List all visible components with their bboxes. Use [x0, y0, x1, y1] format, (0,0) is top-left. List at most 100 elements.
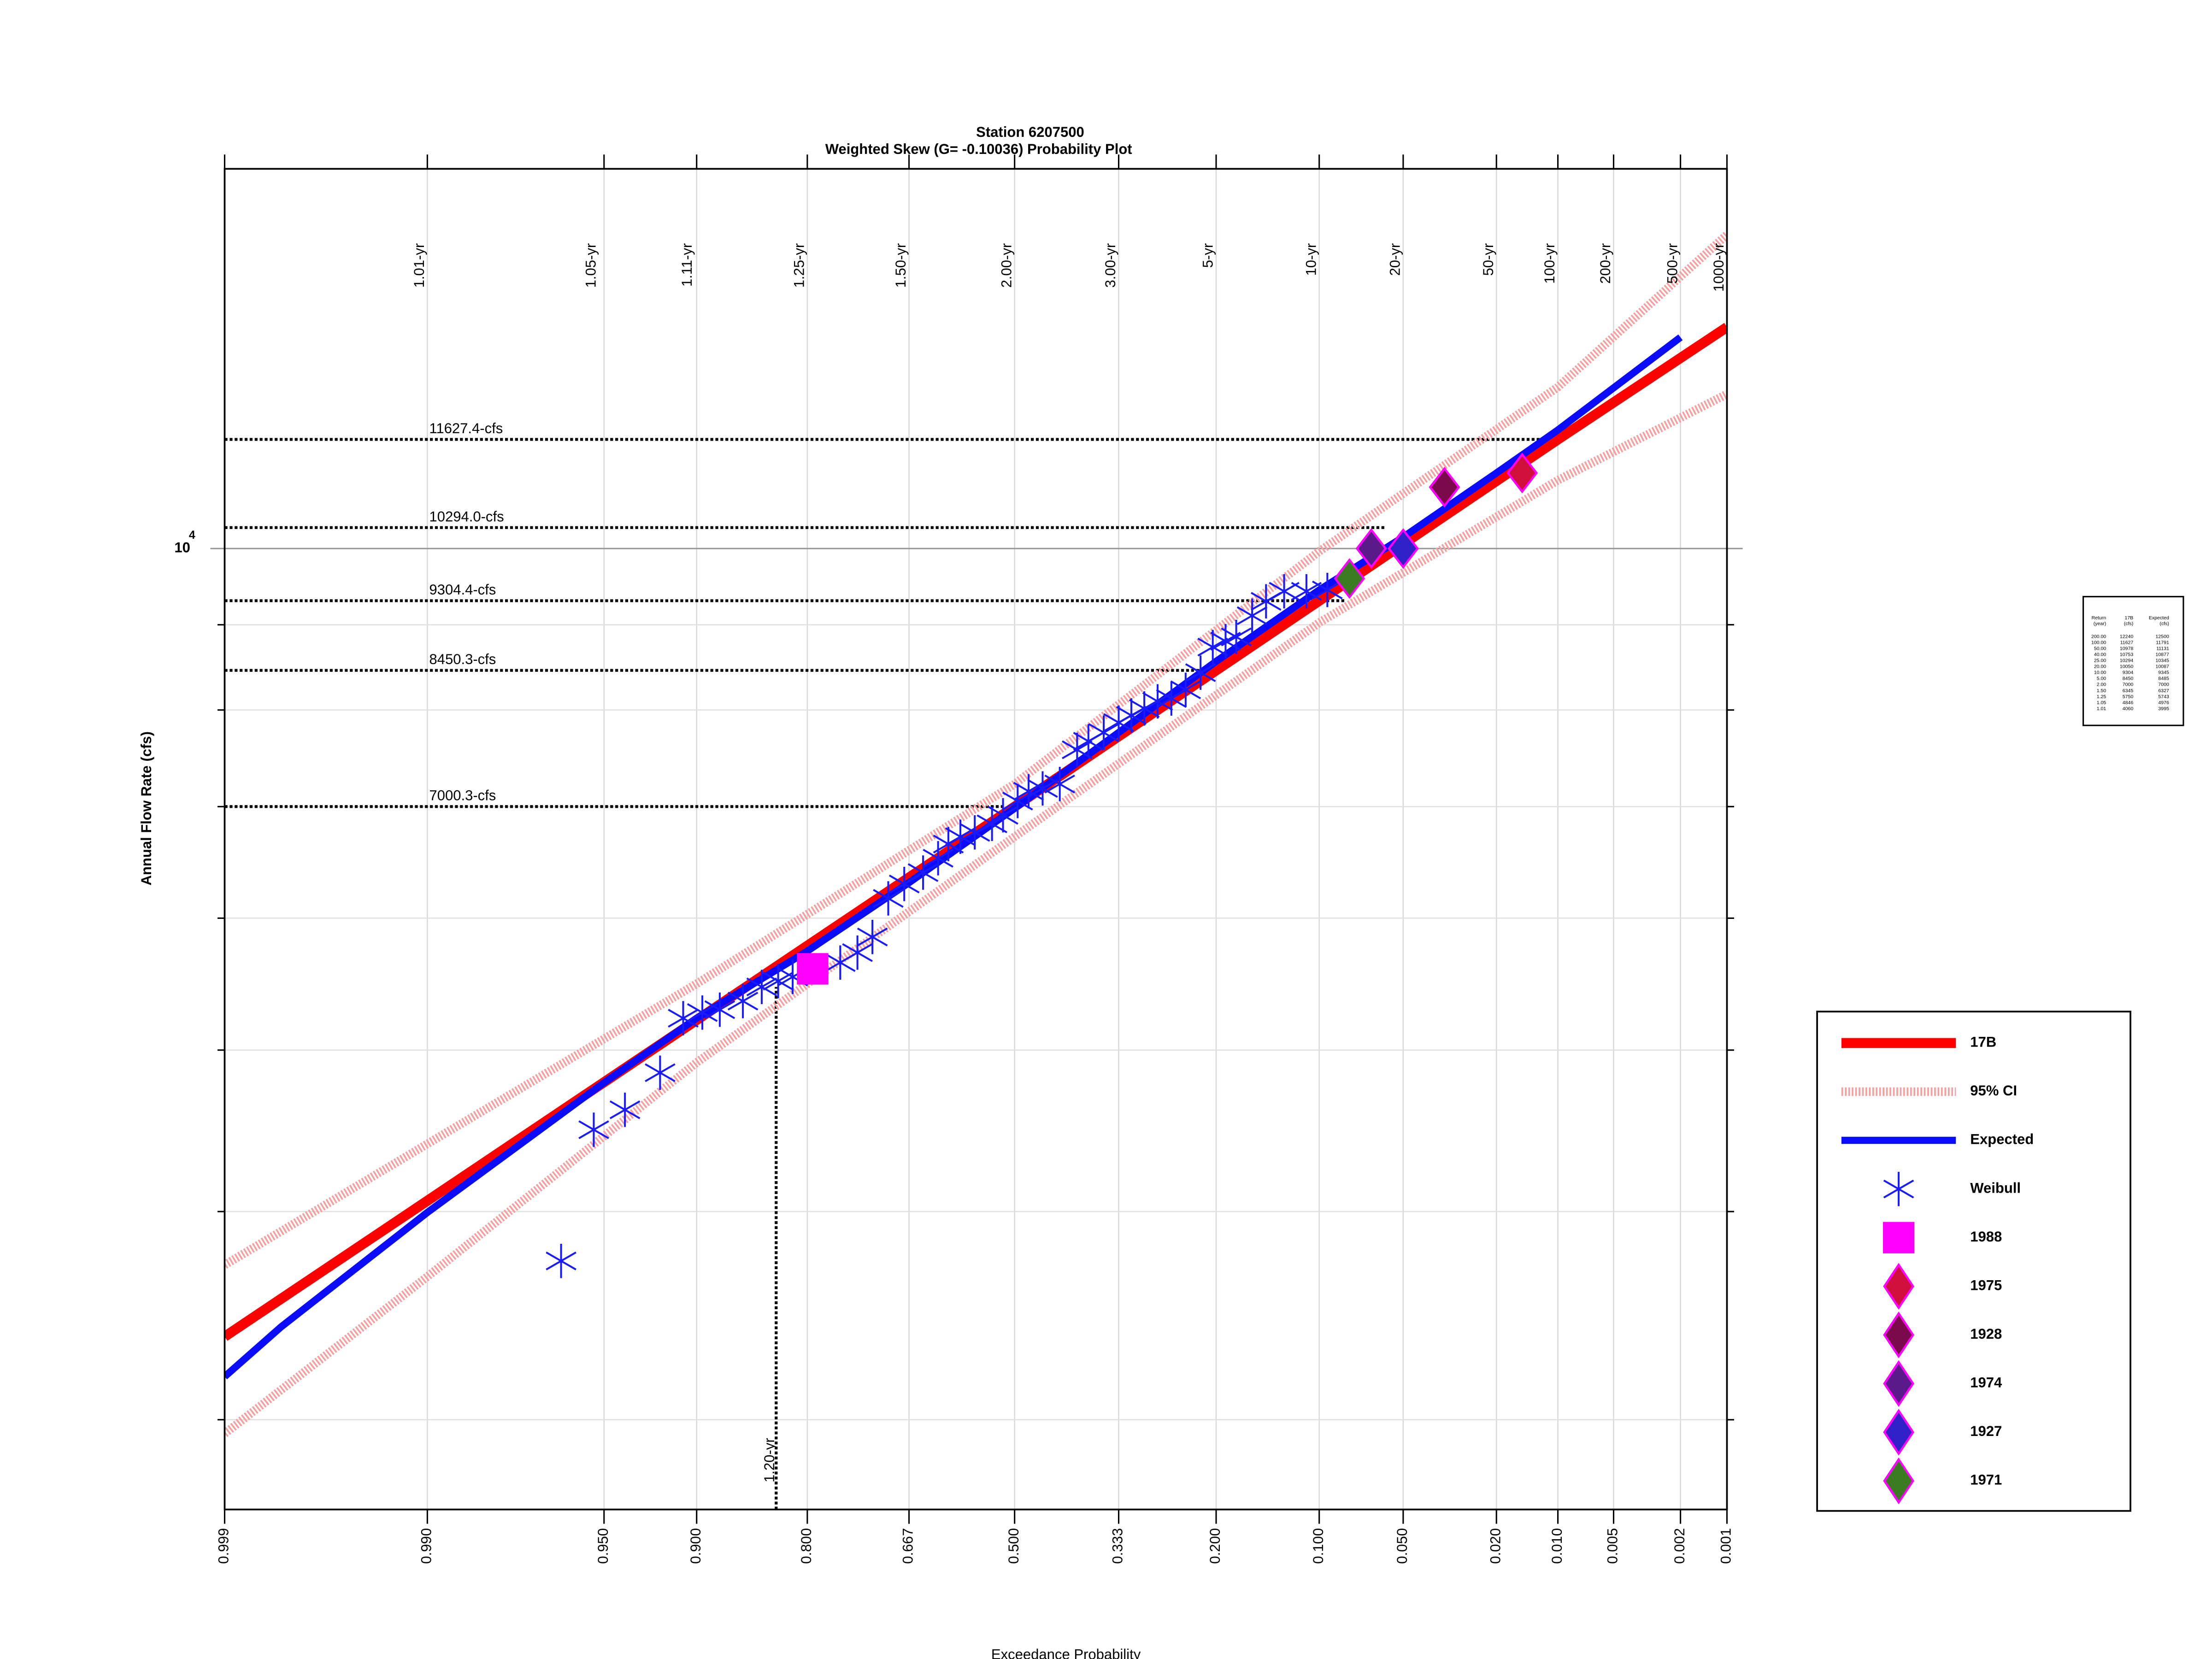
table-cell: 1.01 — [2097, 706, 2106, 712]
axes: 0.999 0.990 0.950 0.900 0.800 0.667 0.500 0.333… — [174, 154, 1735, 1564]
legend-label: 1974 — [1970, 1375, 2002, 1391]
weibull-point — [763, 964, 794, 999]
x-tick-label: 0.001 — [1718, 1528, 1734, 1564]
table-header: 17B — [2124, 615, 2133, 621]
table-cell: 10050 — [2120, 664, 2133, 670]
legend-swatch — [1883, 1263, 1914, 1310]
summary-table: Return(year)17B(cfs)Expected(cfs)200.00 1… — [2083, 596, 2184, 726]
table-header: Expected — [2149, 615, 2169, 621]
weibull-point — [645, 1055, 676, 1090]
table-cell: 5750 — [2123, 694, 2134, 700]
weibull-point — [1197, 629, 1228, 665]
return-period-label: 1.50-yr — [893, 243, 909, 288]
y-tick-exponent: 4 — [189, 529, 195, 541]
x-axis-title: Exceedance Probability — [991, 1646, 1141, 1659]
return-period-label: 100-yr — [1541, 243, 1558, 284]
return-period-label: 2.00-yr — [998, 243, 1014, 288]
table-header: (year) — [2094, 621, 2106, 626]
x-tick-label: 0.950 — [595, 1528, 611, 1564]
grid — [210, 169, 1743, 1510]
legend-label: 95% CI — [1970, 1082, 2017, 1099]
weibull-point — [1088, 715, 1119, 750]
legend-label: 1975 — [1970, 1277, 2002, 1293]
return-period-line-label: 1.20-yr — [761, 1438, 777, 1483]
weibull-point — [842, 935, 873, 970]
table-cell: 11131 — [2156, 646, 2169, 651]
weibull-point — [704, 992, 735, 1027]
weibull-point — [1269, 574, 1300, 609]
return-period-label: 1.25-yr — [791, 243, 807, 288]
table-cell: 12240 — [2120, 634, 2133, 639]
table-cell: 8485 — [2158, 676, 2169, 682]
weibull-point — [1236, 598, 1268, 633]
plot-area — [224, 231, 1727, 1510]
y-tick-label: 10 — [174, 539, 190, 555]
x-tick-label: 0.010 — [1549, 1528, 1565, 1564]
plot-frame — [224, 168, 1728, 1511]
x-tick-label: 0.002 — [1671, 1528, 1688, 1564]
legend-swatch — [1883, 1171, 1914, 1206]
table-cell: 8450 — [2123, 676, 2134, 682]
table-cell: 10978 — [2120, 646, 2133, 651]
weibull-point — [1062, 732, 1093, 767]
table-box — [2083, 596, 2184, 726]
table-cell: 6327 — [2158, 688, 2169, 694]
table-header: (cfs) — [2124, 621, 2134, 626]
return-period-label: 500-yr — [1664, 243, 1680, 284]
quantile-label: 11627.4-cfs — [429, 420, 503, 436]
table-cell: 10.00 — [2094, 670, 2106, 676]
weibull-point — [1044, 767, 1075, 801]
x-tick-label: 0.333 — [1110, 1528, 1126, 1564]
weibull-point — [907, 855, 939, 890]
chart-subtitle: Weighted Skew (G= -0.10036) Probability … — [825, 141, 1132, 157]
weibull-point — [1221, 619, 1252, 654]
weibull-point — [609, 1092, 641, 1127]
x-tick-label: 0.900 — [688, 1528, 704, 1564]
historic-diamond — [1334, 558, 1365, 599]
weibull-point — [977, 806, 1007, 841]
table-cell: 11627 — [2120, 640, 2134, 645]
table-cell: 40.00 — [2094, 652, 2106, 658]
weibull-point — [959, 815, 990, 850]
x-tick-label: 0.200 — [1207, 1528, 1223, 1564]
return-period-label: 200-yr — [1597, 243, 1613, 284]
historic-diamond — [1387, 528, 1419, 569]
weibull-point — [1170, 672, 1201, 707]
return-period-label: 50-yr — [1480, 243, 1496, 276]
x-tick-label: 0.990 — [418, 1528, 435, 1564]
table-cell: 25.00 — [2094, 658, 2106, 664]
chart-title: Station 6207500 — [976, 124, 1084, 140]
table-cell: 4976 — [2158, 700, 2169, 706]
table-cell: 100.00 — [2091, 640, 2106, 645]
return-period-label: 10-yr — [1303, 243, 1319, 276]
table-cell: 2.00 — [2097, 682, 2106, 688]
table-cell: 5.00 — [2097, 676, 2106, 682]
quantile-label: 9304.4-cfs — [429, 582, 496, 598]
quantile-label: 8450.3-cfs — [429, 651, 496, 667]
weibull-point — [727, 984, 759, 1018]
table-cell: 10753 — [2120, 652, 2133, 658]
table-cell: 1.50 — [2097, 688, 2106, 694]
x-tick-label: 0.005 — [1605, 1528, 1621, 1564]
legend-label: Weibull — [1970, 1180, 2021, 1196]
x-tick-label: 0.667 — [900, 1528, 916, 1564]
table-header: Return — [2092, 615, 2106, 621]
x-tick-label: 0.500 — [1006, 1528, 1022, 1564]
weibull-point — [988, 798, 1018, 833]
legend-label: 1928 — [1970, 1326, 2002, 1342]
weibull-point — [1312, 573, 1343, 607]
weibull-point — [578, 1112, 609, 1147]
table-cell: 9345 — [2158, 670, 2169, 676]
legend-label: 1971 — [1970, 1472, 2002, 1488]
table-cell: 1.05 — [2097, 700, 2106, 706]
ci-lower — [224, 390, 1727, 1437]
y-axis-title: Annual Flow Rate (cfs) — [138, 731, 154, 885]
legend-label: Expected — [1970, 1131, 2034, 1147]
historic-square — [797, 953, 829, 985]
table-cell: 1.25 — [2097, 694, 2106, 700]
historic-diamond — [1429, 466, 1460, 508]
legend-swatch — [1883, 1222, 1915, 1253]
table-cell: 10087 — [2156, 664, 2169, 670]
